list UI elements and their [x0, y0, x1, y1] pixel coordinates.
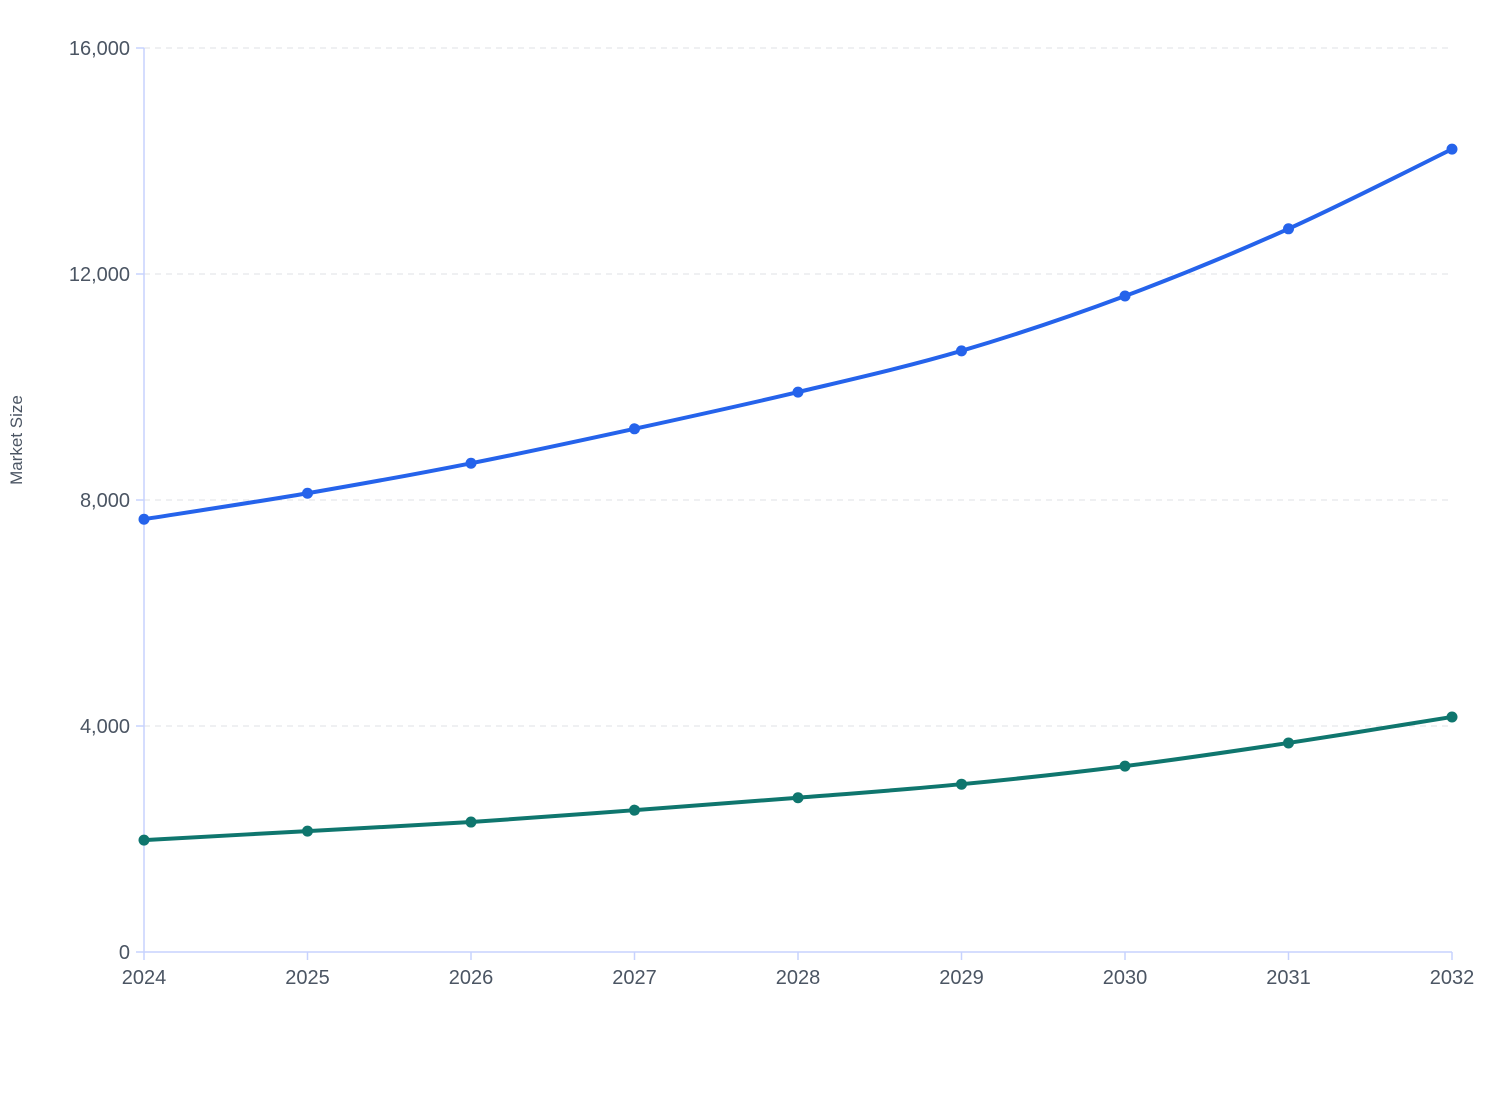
x-axis-ticks: 2024 2025 2026 2027 2028 2029 2030 2031 2032: [122, 952, 1475, 989]
x-tick-label: 2026: [449, 967, 494, 989]
data-point[interactable]: [1283, 737, 1294, 749]
x-tick-label: 2032: [1430, 967, 1475, 989]
series-line-2: [143, 714, 1453, 843]
data-point[interactable]: [302, 487, 313, 499]
y-tick-label: 4,000: [80, 716, 130, 738]
data-point[interactable]: [1446, 711, 1458, 723]
x-tick-label: 2031: [1266, 967, 1311, 989]
x-tick-label: 2028: [776, 967, 821, 989]
x-tick-label: 2029: [939, 967, 984, 989]
data-point[interactable]: [956, 778, 967, 790]
data-point[interactable]: [629, 423, 640, 435]
data-point[interactable]: [138, 513, 150, 525]
y-axis-ticks: 0 4,000 8,000 12,000 16,000: [69, 38, 144, 964]
x-tick-label: 2030: [1103, 967, 1148, 989]
data-point[interactable]: [1446, 143, 1458, 155]
data-point[interactable]: [792, 386, 804, 398]
data-point[interactable]: [138, 834, 150, 846]
y-tick-label: 8,000: [80, 490, 130, 512]
x-tick-label: 2024: [122, 967, 167, 989]
x-tick-label: 2027: [612, 967, 657, 989]
y-tick-label: 16,000: [69, 38, 130, 60]
series-group: [138, 143, 1458, 846]
x-tick-label: 2025: [285, 967, 330, 989]
series-line-1: [143, 147, 1453, 522]
data-point[interactable]: [465, 457, 477, 469]
data-point[interactable]: [302, 825, 313, 837]
gridlines: [144, 47, 1452, 727]
data-point[interactable]: [1283, 223, 1294, 235]
y-axis-label: Market Size: [7, 395, 26, 485]
y-tick-label: 12,000: [69, 264, 130, 286]
data-point[interactable]: [1119, 760, 1131, 772]
data-point[interactable]: [956, 345, 967, 357]
data-point[interactable]: [792, 792, 804, 804]
data-point[interactable]: [1119, 290, 1131, 302]
data-point[interactable]: [629, 804, 640, 816]
data-point[interactable]: [465, 816, 477, 828]
y-tick-label: 0: [119, 942, 130, 964]
